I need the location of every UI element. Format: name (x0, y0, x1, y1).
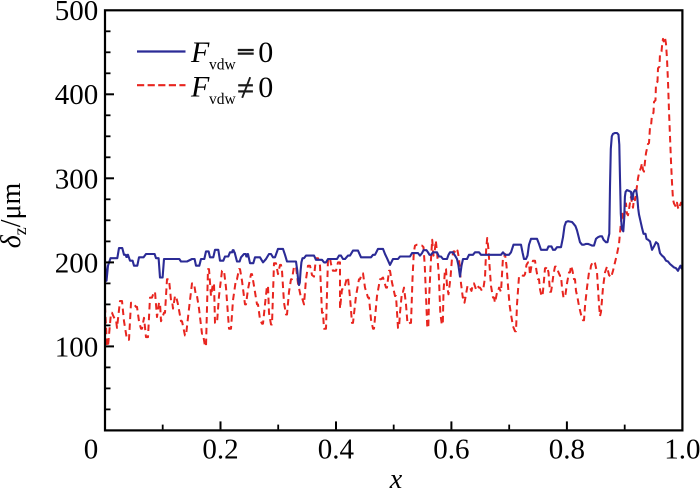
svg-text:F: F (190, 71, 210, 104)
svg-text:0: 0 (258, 71, 273, 104)
svg-text:0.2: 0.2 (202, 433, 238, 465)
svg-text:300: 300 (55, 163, 99, 195)
svg-text:1.0: 1.0 (664, 433, 700, 465)
svg-text:x: x (389, 464, 403, 489)
svg-text:500: 500 (55, 0, 99, 27)
svg-text:δz/μm: δz/μm (0, 182, 30, 248)
svg-text:100: 100 (55, 332, 99, 364)
svg-text:0: 0 (258, 36, 273, 69)
svg-text:F: F (190, 36, 210, 69)
svg-text:0.8: 0.8 (549, 433, 585, 465)
svg-text:0.4: 0.4 (318, 433, 355, 465)
svg-text:vdw: vdw (209, 57, 237, 74)
svg-text:0: 0 (84, 434, 99, 466)
svg-text:400: 400 (55, 79, 99, 111)
svg-text:0.6: 0.6 (433, 433, 469, 465)
svg-text:vdw: vdw (209, 91, 237, 108)
svg-text:200: 200 (55, 248, 99, 280)
